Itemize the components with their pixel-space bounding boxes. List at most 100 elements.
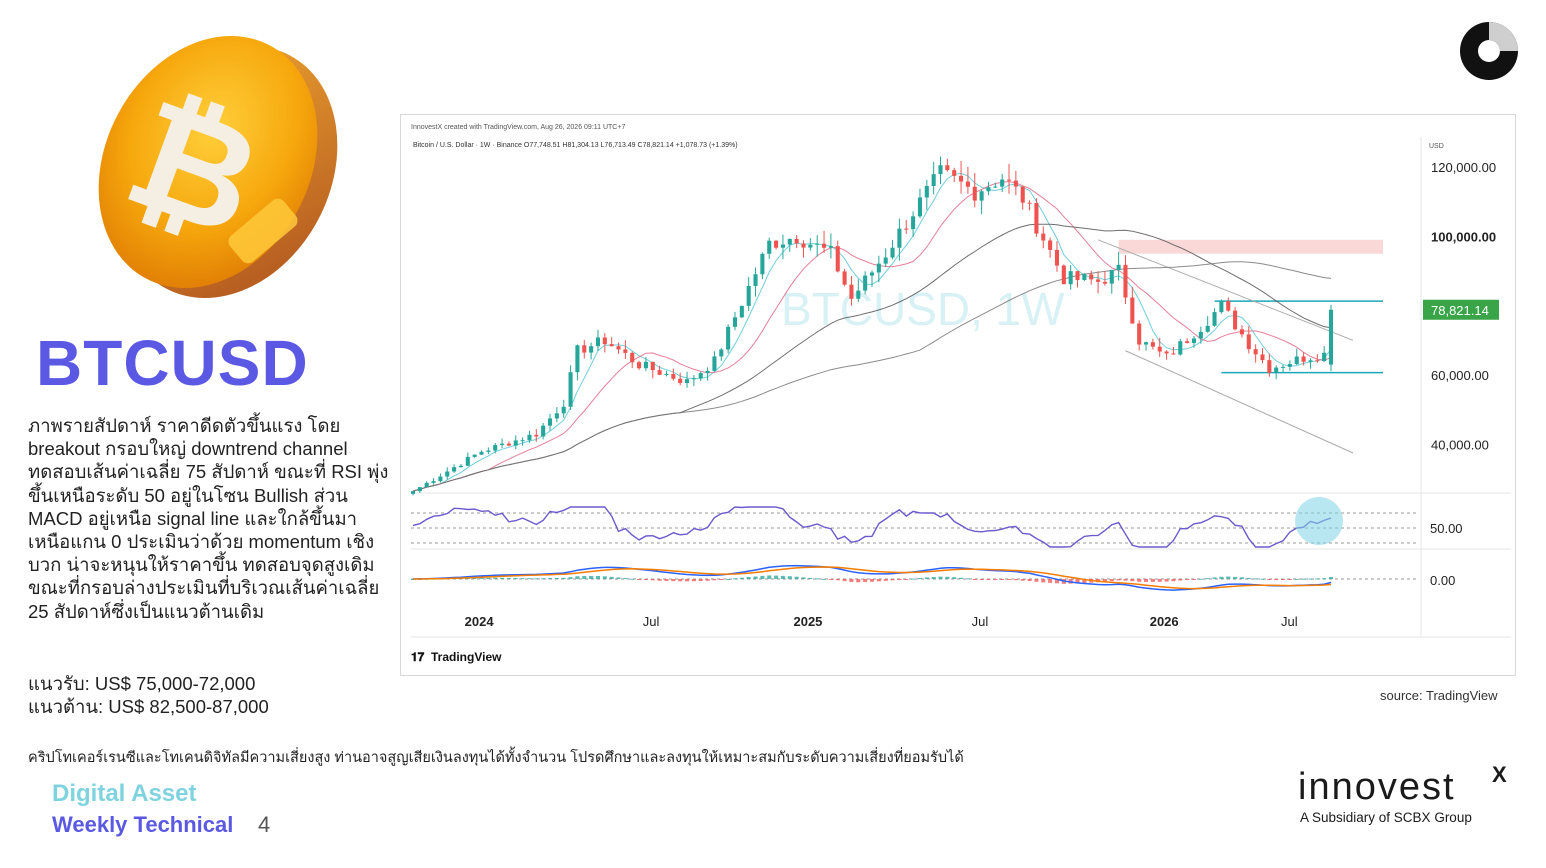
macd-histogram-bar: [595, 575, 601, 579]
macd-histogram-bar: [945, 576, 950, 579]
candle-body: [897, 228, 902, 248]
candle-body: [1178, 341, 1183, 355]
tradingview-logo: 𝟏𝟕 TradingView: [411, 650, 502, 664]
candle-body: [1267, 360, 1272, 373]
candle-body: [500, 443, 505, 446]
rsi-level-label: 50.00: [1430, 521, 1463, 536]
candle-body: [1082, 274, 1087, 280]
macd-histogram-bar: [1287, 579, 1292, 580]
candle-body: [746, 285, 751, 306]
macd-histogram-bar: [1315, 578, 1320, 580]
candle-body: [664, 374, 669, 376]
macd-histogram-bar: [986, 579, 991, 580]
candle-body: [1328, 309, 1334, 365]
macd-histogram-bar: [684, 579, 690, 582]
macd-histogram-bar: [815, 578, 820, 580]
candle-body: [760, 253, 765, 275]
candle-body: [1137, 323, 1142, 345]
candle-body: [712, 356, 717, 371]
x-tick-label: Jul: [1281, 614, 1298, 629]
candle-body: [986, 187, 991, 192]
macd-histogram-bar: [1198, 578, 1203, 580]
candle-body: [719, 349, 724, 357]
candle-body: [541, 425, 546, 437]
candle-body: [424, 482, 429, 488]
macd-histogram-bar: [1130, 579, 1135, 582]
support-level: แนวรับ: US$ 75,000-72,000: [28, 673, 256, 694]
candle-body: [1308, 360, 1313, 362]
macd-histogram-bar: [897, 579, 902, 580]
macd-histogram-bar: [500, 577, 505, 579]
macd-histogram-bar: [924, 577, 929, 579]
candle-body: [493, 445, 498, 451]
candle-body: [876, 263, 881, 273]
moving-average-line-75: [412, 261, 1332, 492]
macd-histogram-bar: [637, 579, 642, 580]
candle-body: [575, 345, 580, 373]
macd-histogram-bar: [780, 575, 785, 579]
macd-histogram-bar: [753, 576, 758, 579]
candle-body: [808, 244, 813, 248]
macd-histogram-bar: [664, 579, 669, 581]
candle-body: [1006, 179, 1012, 181]
brand-mark: X: [1492, 762, 1507, 787]
candle-body: [972, 186, 977, 201]
x-tick-label: Jul: [972, 614, 989, 629]
macd-histogram-bar: [589, 575, 594, 579]
candle-body: [828, 246, 833, 248]
candle-body: [945, 165, 950, 171]
macd-histogram-bar: [1150, 579, 1155, 582]
candle-body: [609, 344, 614, 347]
macd-histogram-bar: [1054, 579, 1060, 584]
candle-body: [678, 378, 683, 383]
candle-body: [561, 406, 566, 414]
macd-histogram-bar: [1322, 578, 1327, 580]
macd-histogram-bar: [541, 578, 546, 580]
candle-body: [1075, 271, 1080, 280]
resistance-zone: [1118, 239, 1383, 254]
macd-histogram-bar: [1082, 579, 1087, 584]
macd-histogram-bar: [1006, 579, 1012, 580]
macd-histogram-bar: [513, 578, 518, 580]
candle-body: [794, 238, 799, 244]
candle-body: [1116, 264, 1121, 270]
candle-body: [1205, 325, 1210, 332]
candle-body: [1020, 186, 1025, 203]
macd-histogram-bar: [643, 579, 648, 580]
macd-histogram-bar: [732, 578, 738, 580]
candle-body: [726, 326, 731, 350]
rsi-highlight-circle: [1295, 497, 1343, 545]
candle-body: [1130, 297, 1135, 324]
macd-histogram-bar: [835, 579, 840, 581]
macd-histogram-bar: [876, 579, 881, 582]
candle-body: [1322, 352, 1327, 362]
channel-upper-line: [1097, 239, 1354, 341]
macd-histogram-bar: [808, 577, 813, 579]
candle-body: [554, 413, 559, 419]
candle-body: [1226, 301, 1231, 311]
candle-body: [417, 487, 422, 492]
chart-canvas: InnovestX created with TradingView.com, …: [410, 124, 1511, 664]
chart-source: source: TradingView: [1380, 688, 1498, 703]
macd-histogram-bar: [534, 578, 539, 580]
macd-histogram-bar: [1328, 577, 1334, 579]
chart-watermark: BTCUSD, 1W: [781, 283, 1065, 335]
macd-histogram-bar: [575, 576, 580, 579]
candle-body: [1164, 351, 1169, 354]
macd-histogram-bar: [1246, 577, 1251, 579]
chart-header-1: InnovestX created with TradingView.com, …: [411, 124, 625, 131]
candle-body: [1260, 354, 1265, 361]
candle-body: [993, 186, 998, 188]
macd-histogram-bar: [869, 579, 875, 582]
macd-histogram-bar: [849, 579, 854, 582]
macd-histogram-bar: [1034, 579, 1039, 582]
candle-body: [602, 337, 607, 345]
candle-body: [595, 337, 601, 347]
candle-body: [959, 175, 964, 182]
candle-body: [869, 272, 875, 276]
candle-body: [1150, 342, 1155, 347]
macd-histogram-bar: [822, 578, 827, 580]
candle-body: [582, 345, 587, 353]
macd-histogram-bar: [917, 577, 922, 579]
candle-body: [527, 434, 532, 441]
